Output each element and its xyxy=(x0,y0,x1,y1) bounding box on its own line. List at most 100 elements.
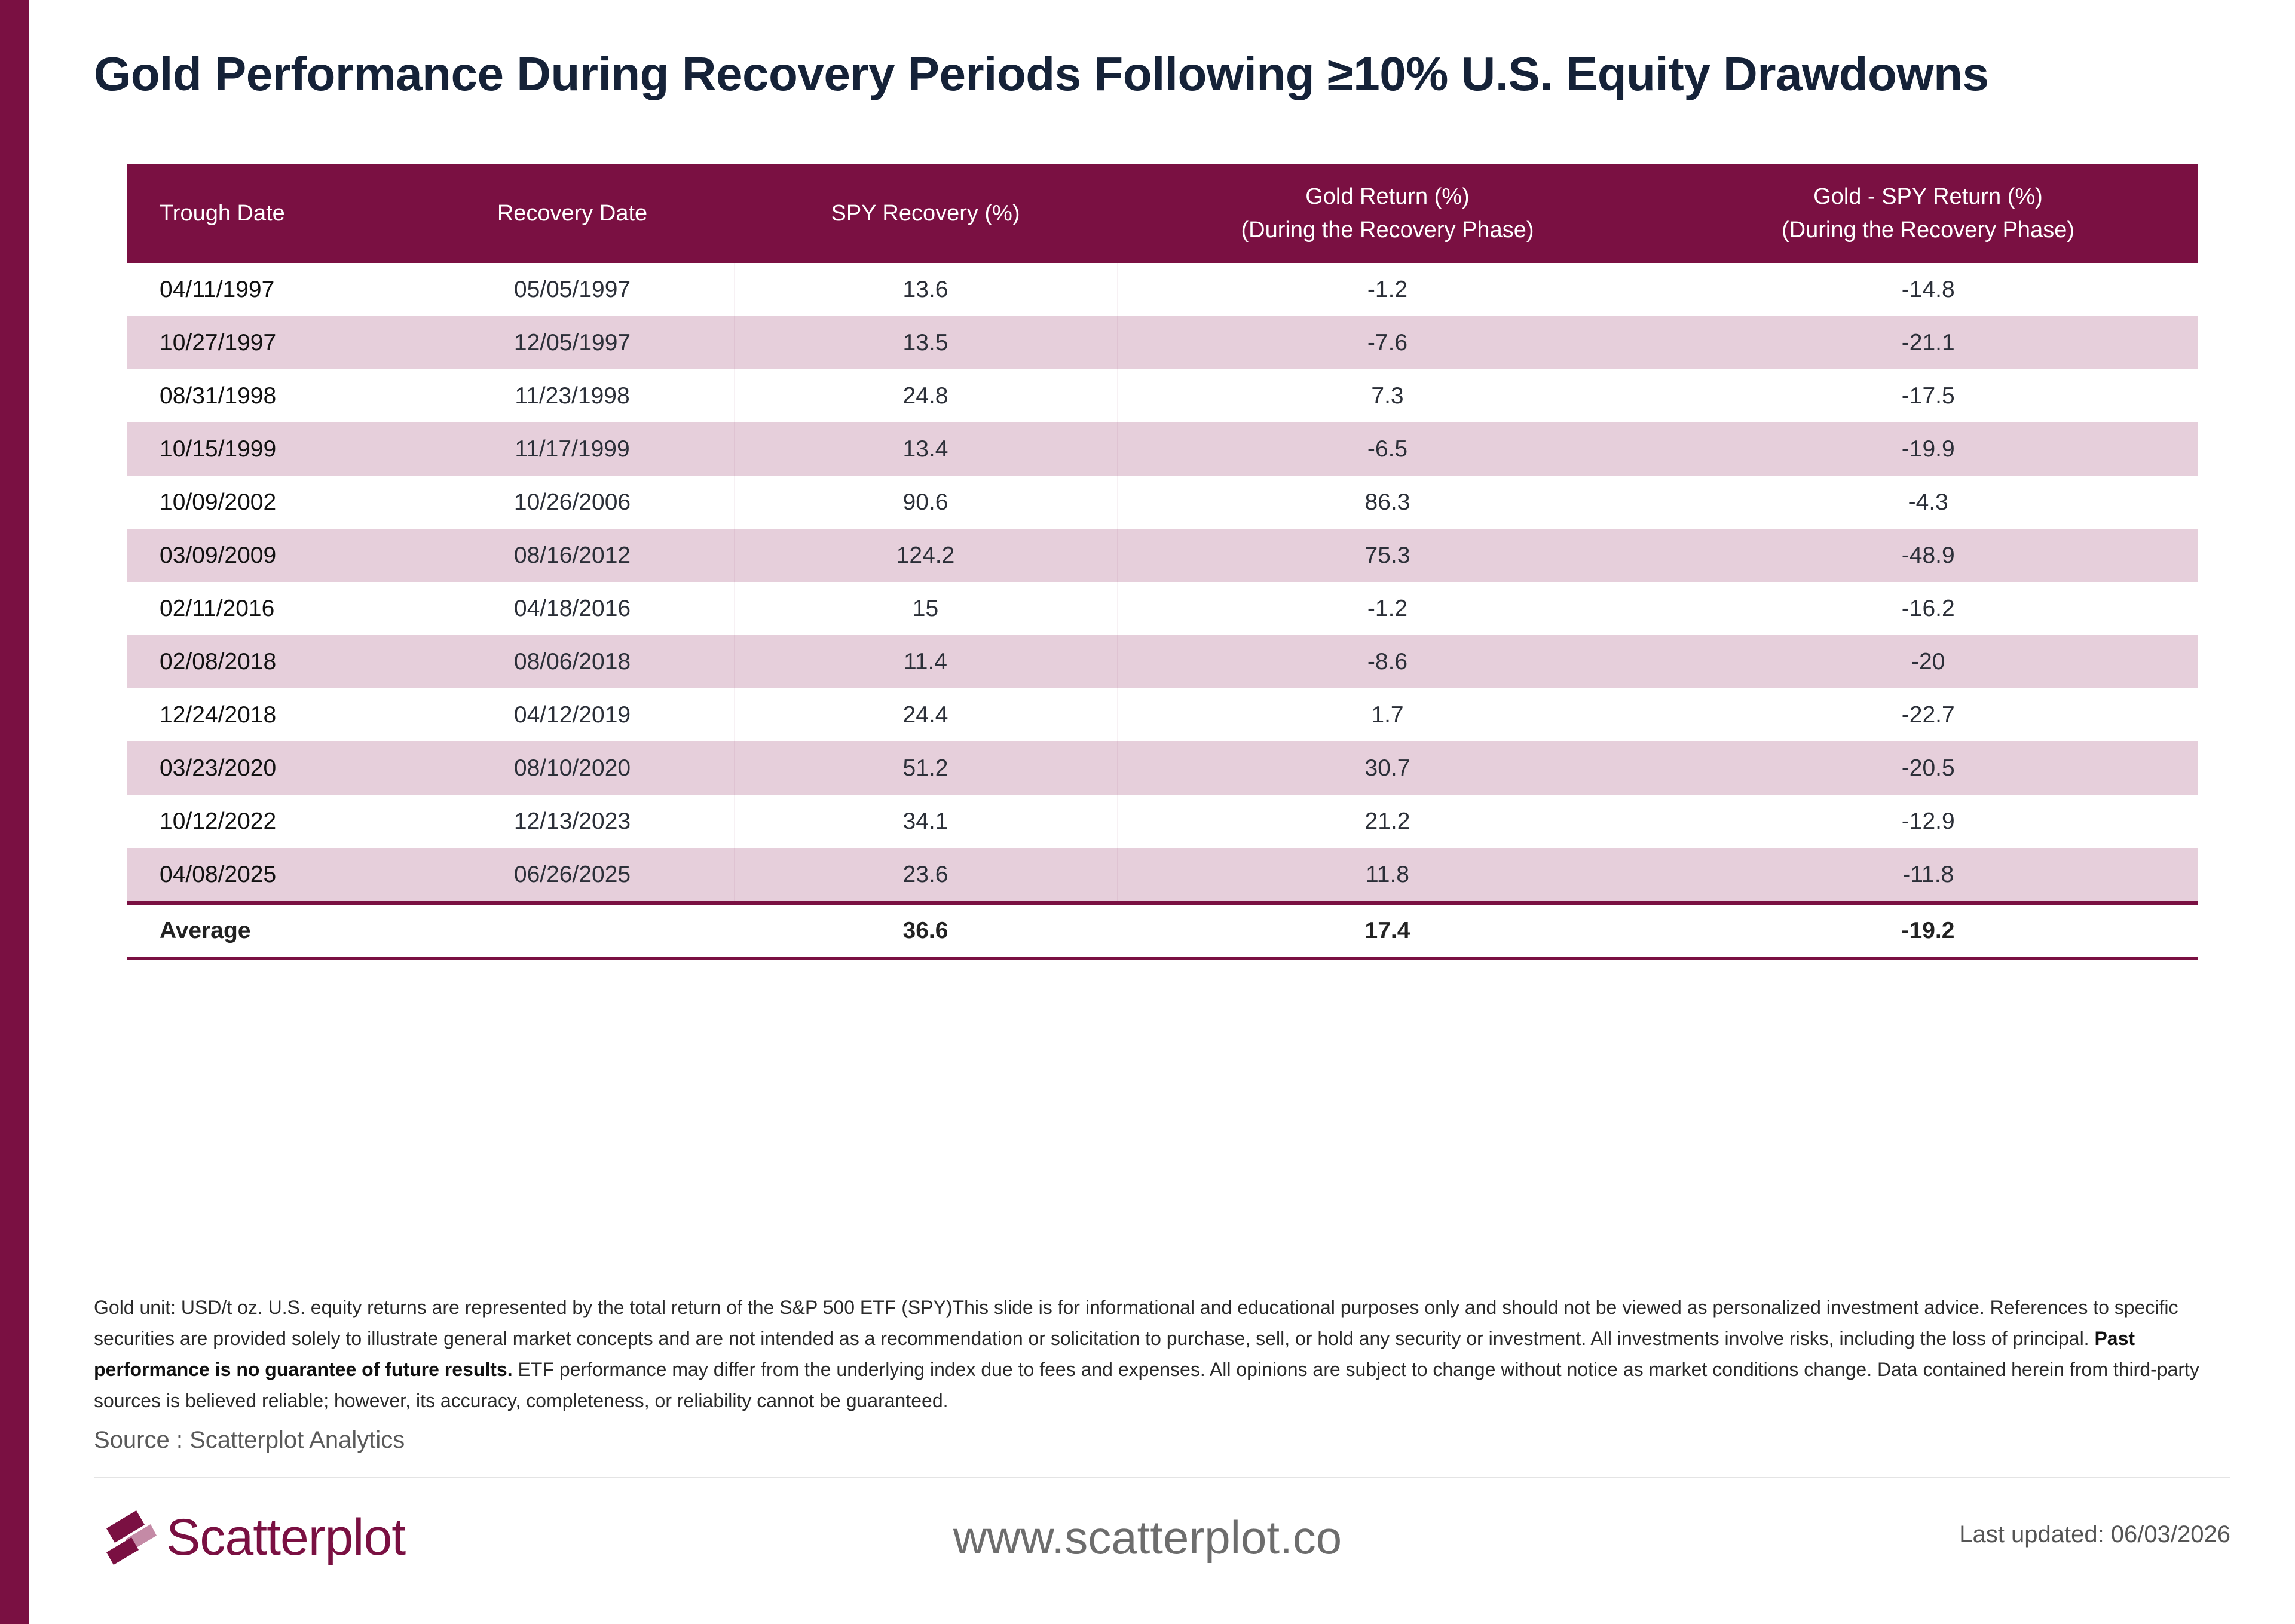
average-recovery-date-cell xyxy=(411,901,734,960)
gold-minus-spy-cell: -11.8 xyxy=(1658,848,2198,903)
gold-minus-spy-cell: -48.9 xyxy=(1658,529,2198,582)
gold-return-cell: 30.7 xyxy=(1117,741,1658,795)
spy-recovery-cell: 34.1 xyxy=(734,795,1118,848)
gold-return-cell: -7.6 xyxy=(1117,316,1658,369)
gold-return-cell: 21.2 xyxy=(1117,795,1658,848)
trough-date-cell: 08/31/1998 xyxy=(127,369,411,422)
footnote-text-1: Gold unit: USD/t oz. U.S. equity returns… xyxy=(94,1297,2178,1349)
trough-date-cell: 10/12/2022 xyxy=(127,795,411,848)
gold-minus-spy-cell: -21.1 xyxy=(1658,316,2198,369)
gold-return-cell: -1.2 xyxy=(1117,263,1658,316)
trough-date-cell: 03/23/2020 xyxy=(127,741,411,795)
spy-recovery-cell: 24.4 xyxy=(734,688,1118,741)
gold-minus-spy-cell: -19.9 xyxy=(1658,422,2198,476)
trough-date-cell: 04/08/2025 xyxy=(127,848,411,903)
average-label: Average xyxy=(127,901,411,960)
trough-date-cell: 12/24/2018 xyxy=(127,688,411,741)
gold-minus-spy-cell: -4.3 xyxy=(1908,489,1948,515)
scatterplot-logo-icon xyxy=(106,1510,157,1565)
table-header-row: Trough Date Recovery Date SPY Recovery (… xyxy=(127,164,2198,263)
brand-logo: Scatterplot xyxy=(102,1505,406,1570)
recovery-table: Trough Date Recovery Date SPY Recovery (… xyxy=(127,164,2198,960)
gold-minus-spy-cell: -17.5 xyxy=(1901,382,1955,409)
spy-recovery-cell: 13.5 xyxy=(734,316,1118,369)
recovery-date-cell: 04/18/2016 xyxy=(411,582,735,635)
average-gold-minus-spy-cell: -19.2 xyxy=(1658,901,2198,960)
recovery-date-cell: 08/06/2018 xyxy=(411,635,735,688)
data-table-container: Trough Date Recovery Date SPY Recovery (… xyxy=(127,164,2198,960)
average-spy-recovery-cell: 36.6 xyxy=(734,901,1117,960)
disclaimer-footnote: Gold unit: USD/t oz. U.S. equity returns… xyxy=(94,1292,2221,1416)
gold-minus-spy-cell: -16.2 xyxy=(1901,595,1955,621)
table-row: 04/08/2025 06/26/2025 23.6 11.8 -11.8 xyxy=(127,848,2198,903)
header-gold-return: Gold Return (%) (During the Recovery Pha… xyxy=(1117,164,1658,263)
table-row: 02/08/2018 08/06/2018 11.4 -8.6 -20 xyxy=(127,635,2198,688)
table-row: 03/09/2009 08/16/2012 124.2 75.3 -48.9 xyxy=(127,529,2198,582)
gold-return-cell: 11.8 xyxy=(1117,848,1658,903)
spy-recovery-cell: 24.8 xyxy=(734,369,1118,422)
gold-minus-spy-cell: -12.9 xyxy=(1901,808,1955,834)
spy-recovery-cell: 51.2 xyxy=(734,741,1118,795)
header-trough-date: Trough Date xyxy=(127,164,411,263)
recovery-date-cell: 05/05/1997 xyxy=(411,263,735,316)
table-row: 02/11/2016 04/18/2016 15 -1.2 -16.2 xyxy=(127,582,2198,635)
gold-return-cell: -8.6 xyxy=(1117,635,1658,688)
header-gold-minus-spy: Gold - SPY Return (%) (During the Recove… xyxy=(1658,164,2198,263)
trough-date-cell: 03/09/2009 xyxy=(127,529,411,582)
gold-minus-spy-cell: -14.8 xyxy=(1901,276,1955,302)
last-updated: Last updated: 06/03/2026 xyxy=(1959,1521,2230,1548)
gold-minus-spy-cell: -22.7 xyxy=(1901,701,1955,728)
footnote-bold-text: Past performance is no guarantee of futu… xyxy=(94,1328,2135,1380)
table-row: 10/15/1999 11/17/1999 13.4 -6.5 -19.9 xyxy=(127,422,2198,476)
recovery-date-cell: 08/10/2020 xyxy=(411,741,735,795)
spy-recovery-cell: 13.6 xyxy=(734,263,1118,316)
average-row: Average 36.6 17.4 -19.2 xyxy=(127,901,2198,960)
spy-recovery-cell: 11.4 xyxy=(734,635,1118,688)
spy-recovery-cell: 23.6 xyxy=(734,848,1118,903)
header-recovery-date: Recovery Date xyxy=(411,164,734,263)
table-row: 12/24/2018 04/12/2019 24.4 1.7 -22.7 xyxy=(127,688,2198,741)
trough-date-cell: 02/11/2016 xyxy=(127,582,411,635)
header-spy-recovery: SPY Recovery (%) xyxy=(734,164,1117,263)
spy-recovery-cell: 15 xyxy=(734,582,1118,635)
gold-return-cell: -6.5 xyxy=(1117,422,1658,476)
recovery-date-cell: 04/12/2019 xyxy=(411,688,735,741)
spy-recovery-cell: 90.6 xyxy=(734,476,1118,529)
trough-date-cell: 10/15/1999 xyxy=(127,422,411,476)
gold-return-cell: 7.3 xyxy=(1117,369,1658,422)
table-row: 10/09/2002 10/26/2006 90.6 86.3 -4.3 xyxy=(127,476,2198,529)
recovery-date-cell: 11/23/1998 xyxy=(411,369,735,422)
table-row: 04/11/1997 05/05/1997 13.6 -1.2 -14.8 xyxy=(127,263,2198,316)
gold-return-cell: 1.7 xyxy=(1117,688,1658,741)
spy-recovery-cell: 124.2 xyxy=(734,529,1118,582)
gold-return-cell: -1.2 xyxy=(1117,582,1658,635)
recovery-date-cell: 10/26/2006 xyxy=(411,476,735,529)
recovery-date-cell: 12/13/2023 xyxy=(411,795,735,848)
left-accent-bar xyxy=(0,0,29,1624)
gold-return-cell: 86.3 xyxy=(1117,476,1658,529)
trough-date-cell: 04/11/1997 xyxy=(127,263,411,316)
gold-return-cell: 75.3 xyxy=(1117,529,1658,582)
recovery-date-cell: 06/26/2025 xyxy=(411,848,735,903)
trough-date-cell: 10/27/1997 xyxy=(127,316,411,369)
spy-recovery-cell: 13.4 xyxy=(734,422,1118,476)
table-row: 03/23/2020 08/10/2020 51.2 30.7 -20.5 xyxy=(127,741,2198,795)
table-row: 08/31/1998 11/23/1998 24.8 7.3 -17.5 xyxy=(127,369,2198,422)
recovery-date-cell: 12/05/1997 xyxy=(411,316,735,369)
footnote-text-2: ETF performance may differ from the unde… xyxy=(94,1359,2199,1411)
recovery-date-cell: 11/17/1999 xyxy=(411,422,735,476)
page-title: Gold Performance During Recovery Periods… xyxy=(94,47,1989,100)
table-body: 04/11/1997 05/05/1997 13.6 -1.2 -14.8 10/27/1… xyxy=(127,263,2198,960)
brand-name: Scatterplot xyxy=(166,1508,406,1566)
table-row: 10/27/1997 12/05/1997 13.5 -7.6 -21.1 xyxy=(127,316,2198,369)
average-gold-return-cell: 17.4 xyxy=(1117,901,1658,960)
gold-minus-spy-cell: -20 xyxy=(1658,635,2198,688)
recovery-date-cell: 08/16/2012 xyxy=(411,529,735,582)
trough-date-cell: 02/08/2018 xyxy=(127,635,411,688)
website-url: www.scatterplot.co xyxy=(953,1511,1342,1564)
source-line: Source : Scatterplot Analytics xyxy=(94,1427,405,1453)
gold-minus-spy-cell: -20.5 xyxy=(1658,741,2198,795)
trough-date-cell: 10/09/2002 xyxy=(127,476,411,529)
table-row: 10/12/2022 12/13/2023 34.1 21.2 -12.9 xyxy=(127,795,2198,848)
footer-divider xyxy=(94,1477,2230,1478)
